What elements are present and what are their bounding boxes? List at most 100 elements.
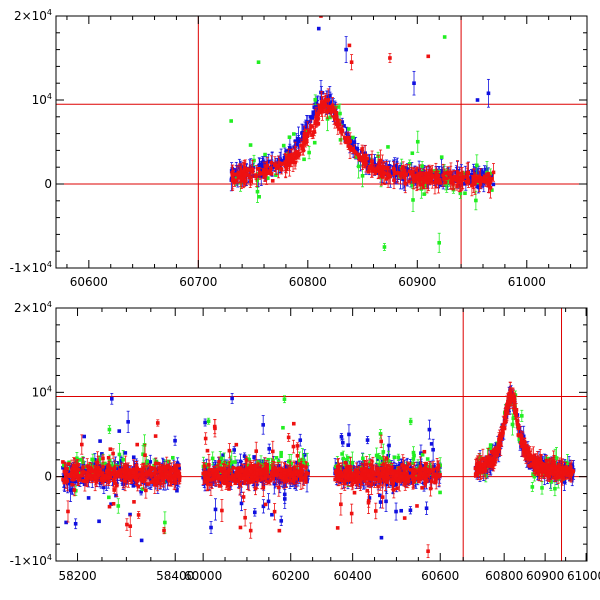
data-point-red bbox=[340, 126, 344, 135]
data-point-blue bbox=[117, 465, 122, 470]
data-point-blue bbox=[86, 496, 91, 500]
data-point-green bbox=[302, 157, 306, 162]
data-point-red bbox=[438, 177, 442, 182]
data-point bbox=[248, 168, 253, 172]
data-point bbox=[296, 150, 300, 154]
data-point bbox=[396, 170, 400, 175]
data-point-red bbox=[240, 171, 244, 176]
data-point bbox=[308, 128, 312, 133]
data-point bbox=[373, 164, 378, 168]
data-point-red bbox=[491, 163, 496, 182]
data-point-red bbox=[399, 167, 403, 180]
data-point bbox=[97, 519, 101, 524]
data-point bbox=[471, 181, 475, 186]
data-point bbox=[303, 135, 308, 139]
data-point bbox=[428, 169, 433, 173]
data-point bbox=[312, 105, 317, 109]
data-point-red bbox=[357, 152, 361, 157]
outlier-point-blue bbox=[412, 70, 416, 96]
data-point bbox=[139, 538, 144, 543]
series-red bbox=[230, 16, 496, 199]
data-point bbox=[308, 119, 313, 123]
data-point bbox=[326, 98, 331, 102]
data-point-green bbox=[336, 105, 340, 109]
data-point-green bbox=[266, 176, 270, 180]
data-point-blue bbox=[100, 452, 104, 456]
data-point bbox=[478, 176, 483, 180]
data-point-red bbox=[244, 172, 248, 177]
data-point bbox=[101, 464, 105, 469]
data-point bbox=[288, 159, 292, 163]
data-point-green bbox=[354, 155, 358, 159]
data-point-red bbox=[288, 159, 292, 163]
data-point bbox=[354, 155, 358, 159]
data-point bbox=[110, 463, 114, 468]
data-point bbox=[265, 163, 270, 168]
data-point bbox=[458, 191, 463, 196]
data-point bbox=[336, 124, 340, 129]
data-point bbox=[456, 173, 460, 178]
data-point bbox=[418, 183, 423, 187]
data-point bbox=[329, 110, 334, 114]
data-point bbox=[245, 167, 250, 171]
data-point-red bbox=[455, 170, 459, 185]
data-point-blue bbox=[295, 136, 300, 141]
data-point bbox=[77, 458, 82, 462]
data-point bbox=[463, 191, 467, 196]
data-point-red bbox=[418, 180, 423, 190]
data-point-blue bbox=[123, 451, 128, 455]
data-point bbox=[300, 146, 305, 151]
data-point-red bbox=[407, 179, 411, 184]
data-point-green bbox=[338, 138, 343, 142]
data-point-red bbox=[489, 177, 493, 182]
data-point bbox=[388, 56, 392, 60]
data-point bbox=[363, 153, 368, 158]
data-point-blue bbox=[461, 182, 466, 186]
data-point bbox=[302, 141, 307, 146]
data-point-blue bbox=[97, 519, 101, 524]
data-point-blue bbox=[311, 110, 316, 114]
data-point-red bbox=[308, 123, 312, 137]
data-point bbox=[325, 117, 330, 121]
data-point bbox=[292, 145, 297, 150]
data-point-green bbox=[274, 173, 278, 177]
data-point bbox=[330, 103, 335, 108]
data-point-red bbox=[433, 171, 438, 189]
data-point-green bbox=[255, 180, 260, 203]
data-point bbox=[473, 181, 477, 186]
data-point-blue bbox=[342, 124, 346, 128]
data-point bbox=[452, 177, 456, 182]
data-point bbox=[445, 170, 450, 175]
data-point bbox=[304, 139, 309, 143]
data-point-red bbox=[331, 106, 336, 110]
data-point-blue bbox=[296, 135, 301, 149]
data-point bbox=[319, 90, 323, 95]
data-point-green bbox=[490, 188, 494, 192]
data-point-red bbox=[471, 177, 475, 190]
data-point-green bbox=[386, 145, 390, 149]
data-point-red bbox=[350, 148, 354, 152]
outlier-point-green bbox=[256, 60, 261, 64]
data-point bbox=[141, 452, 145, 457]
data-point bbox=[250, 170, 255, 174]
data-point-red bbox=[376, 161, 381, 174]
data-point bbox=[346, 127, 351, 131]
data-point-green bbox=[410, 151, 415, 156]
data-point bbox=[424, 176, 428, 180]
data-point bbox=[438, 177, 442, 182]
data-point-red bbox=[285, 156, 289, 160]
outlier-point-green bbox=[229, 119, 233, 123]
data-point bbox=[128, 512, 132, 517]
data-point bbox=[376, 165, 381, 170]
data-point bbox=[319, 100, 324, 104]
data-point bbox=[417, 168, 421, 173]
data-point bbox=[480, 179, 485, 183]
data-point-red bbox=[315, 113, 320, 117]
outlier-point-green bbox=[437, 232, 441, 253]
data-point bbox=[346, 135, 350, 140]
data-point bbox=[281, 143, 286, 148]
data-point bbox=[249, 179, 253, 183]
data-point bbox=[355, 146, 360, 151]
data-point-red bbox=[386, 167, 390, 188]
data-point-red bbox=[368, 166, 372, 171]
